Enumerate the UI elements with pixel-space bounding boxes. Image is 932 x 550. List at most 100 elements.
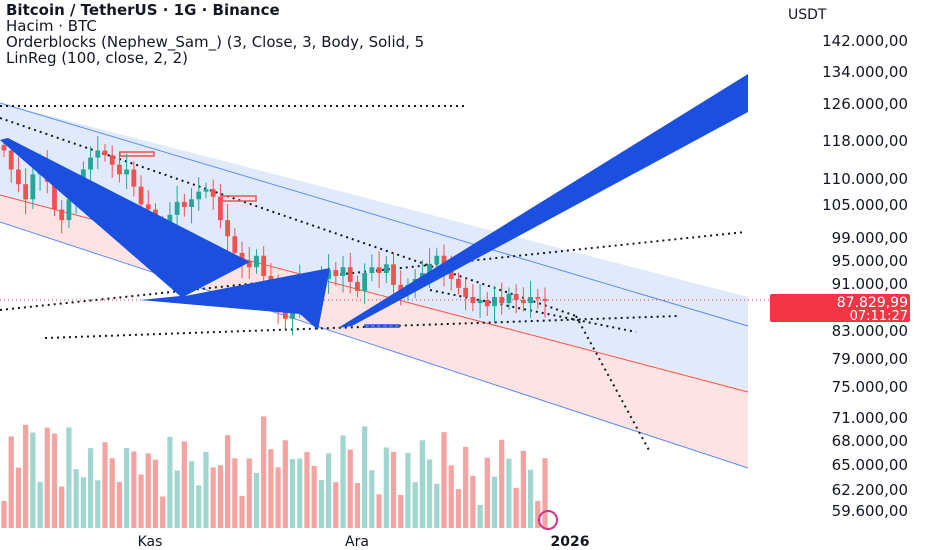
volume-bar [239,495,245,528]
price-axis[interactable]: USDT 142.000,00 134.000,00 126.000,00 118.00… [770,0,932,550]
volume-bar [174,470,180,528]
price-tick: 83.000,00 [832,322,908,340]
orderblock-bull-1 [364,324,400,328]
volume-bar [506,458,512,528]
candle-body [535,296,541,299]
candle-body [109,155,115,165]
volume-bar [491,476,498,528]
price-tick: 126.000,00 [822,95,908,113]
price-tick: 79.000,00 [832,350,908,368]
volume-bars [1,416,548,528]
volume-bar [225,435,231,528]
candle-body [203,189,209,192]
candle-body [246,261,252,268]
candle-body [369,267,375,274]
current-price-label: 87.829,99 [837,295,908,311]
volume-bar [390,451,397,528]
volume-bar [477,504,483,528]
volume-bar [318,479,324,528]
volume-bar [470,475,476,528]
volume-bar [369,470,375,528]
chart-legend: Bitcoin / TetherUS · 1G · Binance Hacim … [6,2,424,66]
candle-body [239,252,245,262]
volume-bar [203,451,209,528]
volume-bar [354,483,361,528]
candle-body [66,199,72,221]
price-tick: 95.000,00 [832,252,908,270]
candle-body [282,309,288,319]
candle-body [1,145,7,151]
candle-body [95,150,101,158]
linreg-legend[interactable]: LinReg (100, close, 2, 2) [6,49,188,67]
volume-bar [37,481,43,528]
channel-lower-line [0,221,749,469]
volume-bar [282,440,288,528]
candle-body [427,264,432,274]
volume-bar [124,447,130,528]
orderblocks-legend[interactable]: Orderblocks (Nephew_Sam_) (3, Close, 3, … [6,33,425,51]
volume-bar [145,453,151,528]
candle-body [232,236,238,253]
candle-body [492,296,497,307]
price-tick: 99.000,00 [832,229,908,247]
volume-bar [246,458,252,528]
volume-bar [455,489,462,528]
volume-bar [87,448,94,528]
price-tick: 65.000,00 [832,456,908,474]
volume-bar [275,467,281,528]
volume-bar [520,450,526,528]
candle-body [145,204,151,210]
down-arrow-shape [0,138,330,330]
candle-body [434,255,440,265]
volume-bar [304,452,310,528]
candle-body [448,270,454,279]
volume-bar [80,477,86,528]
price-tick: 75.000,00 [832,378,908,396]
candle-body [181,201,187,208]
volume-bar [116,481,123,528]
volume-bar [311,465,317,528]
volume-bar [8,436,14,528]
candle-body [347,267,353,282]
time-axis[interactable]: Kas Ara 2026 [0,510,932,550]
price-tick: 118.000,00 [822,132,908,150]
volume-bar [51,433,58,528]
candle-body [499,296,505,304]
volume-bar [347,449,353,528]
volume-bar [513,487,519,528]
volume-bar [535,500,541,528]
volume-bar [419,440,425,528]
candle-body [189,199,194,208]
volume-bar [188,461,195,528]
symbol-title[interactable]: Bitcoin / TetherUS · 1G · Binance [6,1,280,19]
volume-bar [44,427,50,528]
candle-body [463,287,469,297]
candle-body [528,296,533,304]
price-tick: 59.600,00 [832,502,908,520]
candle-body [506,293,512,304]
channel-upper-fill [0,103,748,390]
currency-label: USDT [788,7,827,23]
volume-bar [23,424,29,528]
drawn-arrows [0,74,748,330]
volume-legend[interactable]: Hacim · BTC [6,17,97,35]
candle-body [391,264,396,285]
volume-bar [326,453,332,528]
volume-bar [527,469,534,528]
volume-bar [109,458,115,528]
trendlines [0,105,746,453]
candle-body [16,169,21,185]
candle-body [138,186,144,205]
volume-bar [448,465,454,528]
volume-bar [434,483,440,528]
candle-body [355,281,360,291]
candle-body [174,201,180,215]
price-tick: 71.000,00 [832,409,908,427]
volume-bar [102,442,108,528]
candle-body [477,300,483,304]
volume-bar [289,459,296,528]
watermark-logo-icon [538,510,558,530]
candle-body [383,264,389,274]
